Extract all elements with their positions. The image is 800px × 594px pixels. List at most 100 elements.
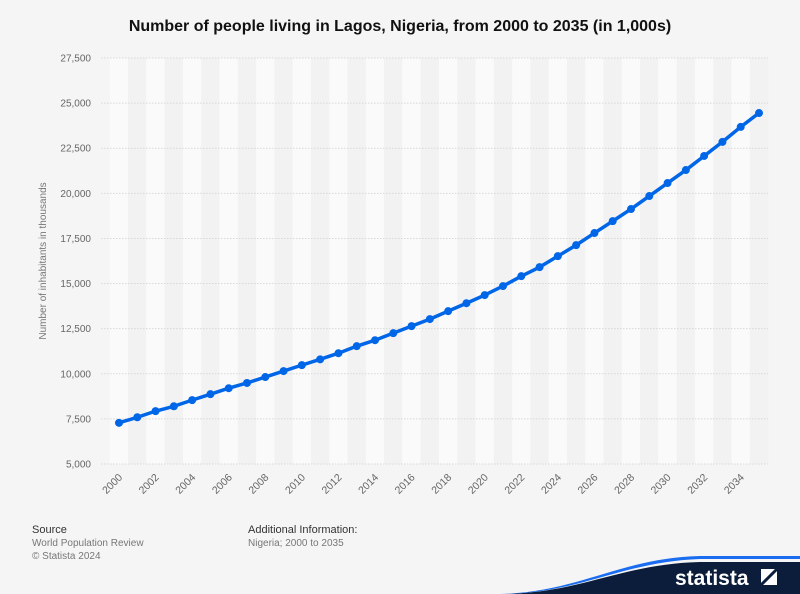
data-point [608,217,617,226]
data-point [590,229,599,238]
y-tick-label: 15,000 [60,279,91,290]
band [201,58,220,464]
data-point [151,407,160,416]
x-tick-label: 2014 [356,472,381,497]
data-point [407,322,416,331]
band [109,58,129,464]
x-tick-label: 2018 [429,472,454,497]
x-tick-label: 2002 [137,472,162,497]
x-tick-label: 2022 [502,472,527,497]
band [146,58,165,464]
band [384,58,403,464]
data-point [535,263,544,272]
band [603,58,622,464]
info-text: Nigeria; 2000 to 2035 [248,538,344,549]
band [219,58,238,464]
source-block: Source World Population Review © Statist… [32,524,144,563]
band [402,58,421,464]
band [621,58,641,464]
data-point [425,315,434,324]
x-tick-label: 2000 [100,472,125,497]
band [347,58,366,464]
info-block: Additional Information: Nigeria; 2000 to… [248,524,357,550]
data-point [115,418,123,427]
y-tick-label: 20,000 [60,189,91,200]
band [640,58,659,464]
y-tick-label: 5,000 [66,460,91,471]
band [329,58,348,464]
data-point [243,378,251,387]
line-chart: 5,000 7,500 10,000 12,500 15,000 17,500 20,000… [38,54,769,497]
band [694,58,714,464]
data-point [736,122,745,131]
band [530,58,549,464]
x-tick-label: 2026 [576,472,601,497]
copyright: © Statista 2024 [32,551,101,562]
data-point [334,349,343,358]
data-point [755,109,763,118]
data-point [681,166,690,175]
data-point [700,151,709,160]
y-tick-label: 17,500 [60,234,91,245]
y-tick-label: 7,500 [66,414,91,425]
data-point [645,192,654,201]
chart-title: Number of people living in Lagos, Nigeri… [128,18,672,35]
band [274,58,293,464]
data-point [133,413,142,422]
band [310,58,330,464]
y-tick-label: 22,500 [60,144,91,155]
band [749,58,769,464]
band [658,58,677,464]
band [420,58,439,464]
data-point [371,336,379,345]
data-point [553,252,562,261]
band [493,58,513,464]
band [237,58,257,464]
y-tick-label: 27,500 [60,54,91,65]
y-tick-label: 10,000 [60,369,91,380]
x-tick-label: 2030 [649,472,674,497]
data-point [627,205,635,214]
data-point [444,307,453,316]
band [566,58,586,464]
band [713,58,732,464]
source-label: Source [32,524,67,536]
data-point [718,137,727,146]
y-tick-label: 25,000 [60,99,91,110]
data-point [480,291,489,300]
svg-text:statista: statista [675,567,749,590]
x-tick-label: 2010 [283,472,308,497]
band [512,58,531,464]
data-point [389,329,398,338]
data-point [352,342,361,351]
band [475,58,494,464]
source-line: World Population Review [32,538,144,549]
data-point [499,282,507,291]
data-point [297,361,306,370]
data-point [279,367,288,376]
y-axis-label: Number of inhabitants in thousands [38,182,49,339]
band [182,58,202,464]
band [676,58,695,464]
band [731,58,750,464]
data-point [316,355,325,364]
data-point [462,299,471,308]
x-tick-label: 2012 [320,472,345,497]
data-point [224,384,233,393]
x-tick-label: 2020 [466,472,491,497]
data-point [188,396,197,405]
data-point [663,179,672,188]
data-point [206,390,215,399]
x-tick-label: 2004 [173,472,198,497]
statista-logo[interactable]: statista [500,534,800,594]
band [128,58,147,464]
y-tick-label: 12,500 [60,324,91,335]
band [548,58,567,464]
band [585,58,604,464]
band [292,58,311,464]
band [457,58,476,464]
x-tick-label: 2032 [685,472,710,497]
data-point [572,241,581,250]
x-tick-label: 2034 [722,472,747,497]
data-point [261,373,270,382]
